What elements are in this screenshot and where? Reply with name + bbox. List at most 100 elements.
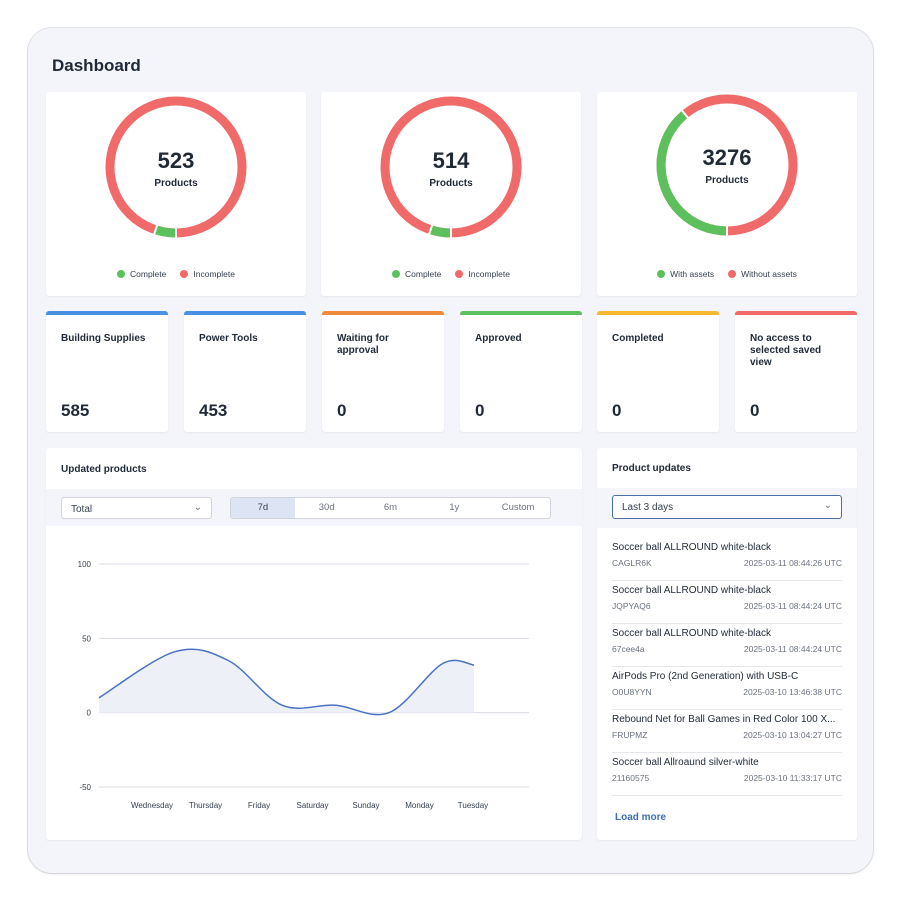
stat-card-building-supplies[interactable]: Building Supplies 585 [46,311,168,432]
date-range-select[interactable]: Last 3 days ⌄ [612,495,842,519]
stat-name: Approved [475,333,522,344]
legend-item-without-assets: Without assets [728,269,797,279]
donut-value: 3276 [702,145,752,170]
series-line [98,648,475,716]
stat-card-approved[interactable]: Approved 0 [460,311,582,432]
y-tick-label: 50 [82,634,91,643]
page-title: Dashboard [52,56,141,75]
stat-card-completed[interactable]: Completed 0 [597,311,719,432]
item-code: 67cee4a [612,644,645,654]
stat-card-power-tools[interactable]: Power Tools 453 [184,311,306,432]
donut-card-completeness-1: 523 Products Complete Incomplete [46,92,306,296]
item-title: Soccer ball Allroaund silver-white [612,757,759,768]
legend-label: Incomplete [193,269,235,279]
donut-card-completeness-2: 514 Products Complete Incomplete [321,92,581,296]
x-tick-label: Thursday [189,801,222,810]
list-item[interactable]: AirPods Pro (2nd Generation) with USB-C O… [612,667,842,710]
card-title: Updated products [61,464,147,475]
x-tick-label: Tuesday [458,801,488,810]
red-dot-icon [455,270,464,278]
card-title: Product updates [612,463,691,474]
stat-name: Power Tools [199,333,258,344]
stat-value: 453 [199,401,228,420]
range-segmented-control: 7d 30d 6m 1y Custom [230,497,551,519]
load-more-link[interactable]: Load more [615,812,667,823]
green-dot-icon [657,270,666,278]
legend-item-with-assets: With assets [657,269,714,279]
select-value: Total [71,504,93,515]
item-code: CAGLR6K [612,558,652,568]
donut-chart [656,94,798,237]
area-fill [99,649,474,715]
donut-legend: Complete Incomplete [321,269,581,279]
list-item[interactable]: Soccer ball ALLROUND white-black JQPYAQ6 2… [612,581,842,624]
item-date: 2025-03-11 08:44:24 UTC [743,644,842,654]
item-title: AirPods Pro (2nd Generation) with USB-C [612,671,799,682]
donut-separator [152,223,159,236]
x-tick-label: Sunday [352,801,379,810]
green-dot-icon [392,270,400,278]
updates-toolbar: Last 3 days ⌄ [597,488,857,528]
stat-value: 0 [475,401,485,420]
stat-card-waiting-for-approval[interactable]: Waiting for approval 0 [322,311,444,432]
product-updates-card: Product updates Last 3 days ⌄ Soccer bal… [597,448,857,840]
y-tick-label: 0 [87,709,92,718]
item-date: 2025-03-10 13:46:38 UTC [743,687,842,697]
item-title: Soccer ball ALLROUND white-black [612,542,771,553]
range-6m[interactable]: 6m [383,502,398,513]
legend-item-incomplete: Incomplete [180,269,235,279]
item-code: O0U8YYN [612,687,652,697]
legend-label: Complete [405,269,442,279]
donut-legend: With assets Without assets [597,269,857,279]
item-date: 2025-03-10 13:04:27 UTC [743,730,842,740]
chevron-down-icon: ⌄ [823,500,832,511]
legend-label: Without assets [741,269,797,279]
x-tick-label: Wednesday [131,801,173,810]
donut-separator [680,108,690,120]
item-code: 21160575 [612,773,650,783]
legend-item-complete: Complete [117,269,166,279]
range-7d[interactable]: 7d [231,498,295,518]
green-dot-icon [117,270,125,278]
stat-value: 0 [337,401,347,420]
list-item[interactable]: Rebound Net for Ball Games in Red Color … [612,710,842,753]
updated-products-card: Updated products Total ⌄ 7d 30d 6m 1y Cu… [46,448,582,840]
donut-card-assets: 3276 Products With assets Without assets [597,92,857,296]
total-select[interactable]: Total ⌄ [61,497,212,519]
donut-legend: Complete Incomplete [46,269,306,279]
item-title: Soccer ball ALLROUND white-black [612,628,771,639]
stat-value: 0 [750,401,760,420]
list-item[interactable]: Soccer ball Allroaund silver-white 211605… [612,753,842,796]
stat-card-no-access[interactable]: No access to selected saved view 0 [735,311,857,432]
list-item[interactable]: Soccer ball ALLROUND white-black 67cee4a 2… [612,624,842,667]
stat-value: 585 [61,401,90,420]
donut-value: 514 [432,148,470,173]
range-custom[interactable]: Custom [501,502,535,513]
stat-name: No access to selected saved view [750,333,822,368]
stat-name: Completed [612,333,664,344]
list-item[interactable]: Soccer ball ALLROUND white-black CAGLR6K 2… [612,538,842,581]
stat-value: 0 [612,401,622,420]
legend-item-incomplete: Incomplete [455,269,510,279]
item-code: FRUPMZ [612,730,648,740]
donut-chart [380,96,522,239]
donut-chart [105,96,247,239]
range-1y[interactable]: 1y [449,502,460,513]
donut-label: Products [154,178,198,189]
donut-label: Products [705,175,749,186]
y-tick-label: -50 [79,783,91,792]
item-title: Rebound Net for Ball Games in Red Color … [612,714,836,725]
item-date: 2025-03-11 08:44:26 UTC [743,558,842,568]
chevron-down-icon: ⌄ [193,502,202,513]
item-code: JQPYAQ6 [612,601,651,611]
x-tick-label: Saturday [296,801,328,810]
x-tick-label: Monday [405,801,433,810]
range-30d[interactable]: 30d [318,502,335,513]
updated-products-chart: 100 50 0 -50 Wednesday Thursday Friday Saturday… [78,560,529,810]
item-title: Soccer ball ALLROUND white-black [612,585,771,596]
legend-label: Incomplete [468,269,510,279]
updates-list: Soccer ball ALLROUND white-black CAGLR6K 2… [612,538,842,796]
chart-toolbar: Total ⌄ 7d 30d 6m 1y Custom [46,489,582,526]
red-dot-icon [180,270,189,278]
legend-item-complete: Complete [392,269,441,279]
